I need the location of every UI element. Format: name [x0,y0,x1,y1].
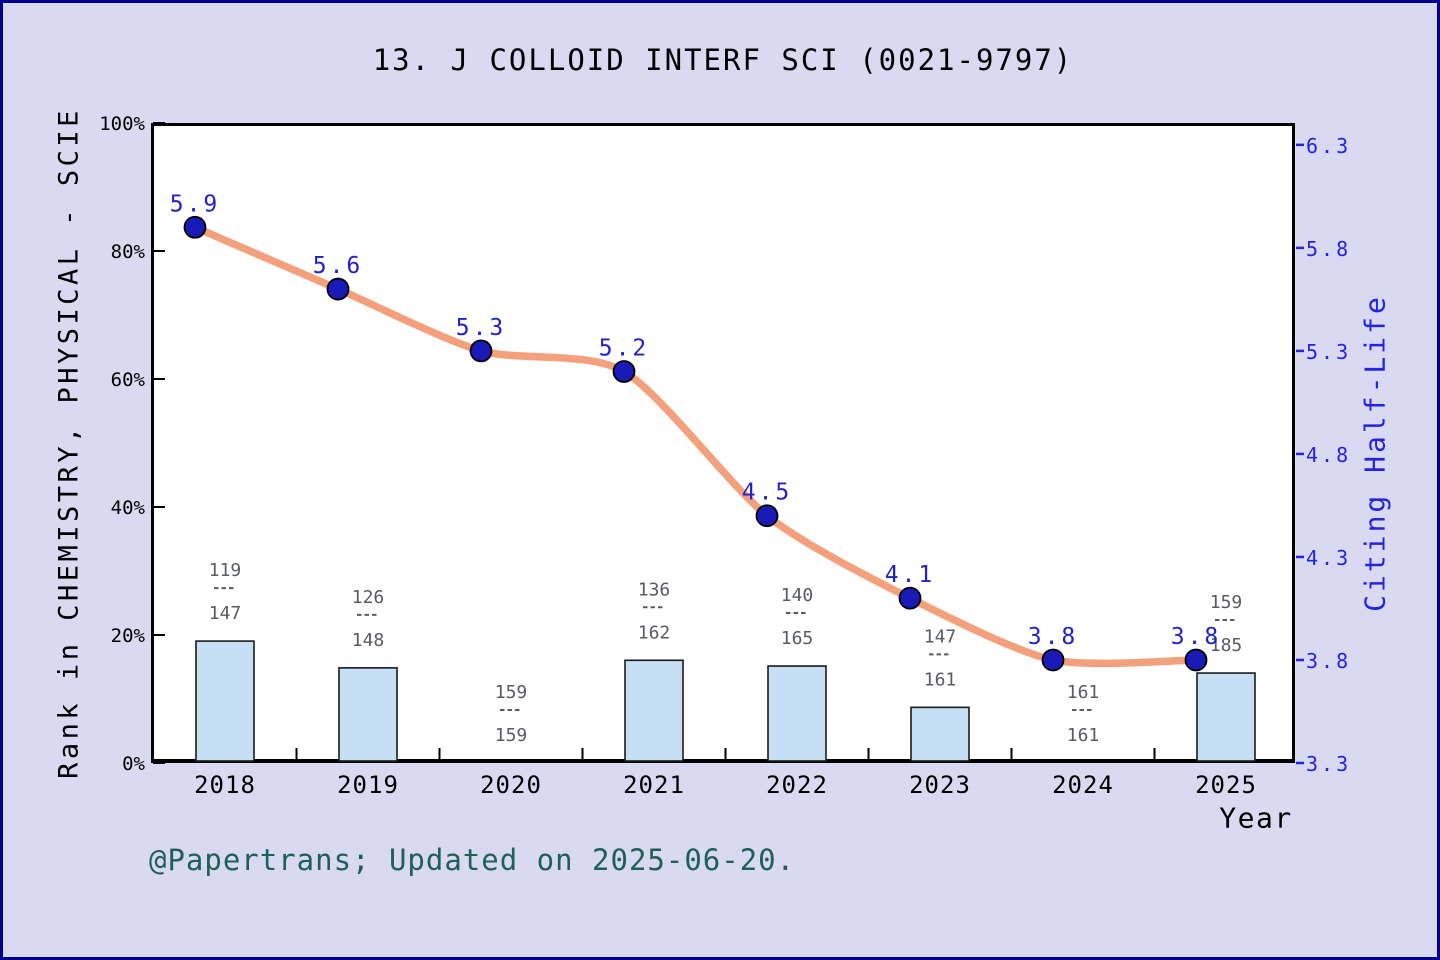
data-point-2022 [755,504,779,528]
x-tick-label: 2022 [766,771,828,799]
data-point-2025 [1184,648,1208,672]
data-point-2020 [469,339,493,363]
left-tick-label: 100% [99,113,145,135]
right-tick-label: 3.3 [1306,752,1351,776]
fraction-numerator: 140 [781,585,814,606]
x-tick-label: 2021 [623,771,685,799]
left-tick-label: 20% [111,625,146,647]
fraction-denominator: 161 [924,669,957,690]
point-value-label: 3.8 [1171,624,1222,650]
chart-title: 13. J COLLOID INTERF SCI (0021-9797) [372,43,1074,77]
fraction-numerator: 136 [638,579,671,600]
point-value-label: 5.6 [313,253,364,279]
rank-bar-2018 [195,640,255,762]
rank-bar-2022 [767,665,827,762]
fraction-numerator: 126 [352,587,385,608]
fraction-denominator: 162 [638,622,671,643]
fraction-denominator: 185 [1210,635,1243,656]
fraction-numerator: 147 [924,626,957,647]
fraction-denominator: 148 [352,630,385,651]
point-value-label: 5.9 [170,191,221,217]
rank-bar-2019 [338,667,398,762]
rank-bar-2023 [910,706,970,762]
footer-credit: @Papertrans; Updated on 2025-06-20. [149,843,796,877]
half-life-line [191,223,1200,668]
rank-bar-2021 [624,659,684,762]
data-point-2024 [1041,648,1065,672]
x-tick-label: 2019 [337,771,399,799]
right-tick-label: 4.8 [1306,443,1351,467]
right-tick-label: 3.8 [1306,649,1351,673]
fraction-denominator: 147 [209,603,242,624]
x-tick-label: 2023 [909,771,971,799]
left-tick-label: 40% [111,497,146,519]
chart-canvas: 0% 20% 40% 60% 80% 100% 3.3 3.8 4.3 4.8 5.3 5.8 6.3 2… [99,113,1351,799]
left-tick-label: 0% [122,753,145,775]
right-tick-label: 6.3 [1306,134,1351,158]
data-point-2021 [612,360,636,383]
left-tick-label: 80% [111,241,146,263]
rank-bar-2025 [1196,672,1256,762]
point-value-label: 4.5 [742,480,793,506]
x-axis-title: Year [1219,801,1293,835]
fraction-numerator: 119 [209,560,242,581]
right-tick-label: 4.3 [1306,546,1351,570]
right-tick-label: 5.8 [1306,237,1351,261]
data-point-2019 [326,277,350,301]
x-tick-label: 2025 [1195,771,1257,799]
x-tick-label: 2020 [480,771,542,799]
fraction-denominator: 159 [495,725,528,746]
plot-area [151,123,1295,763]
point-value-label: 5.3 [456,315,507,341]
left-tick-label: 60% [111,369,146,391]
fraction-numerator: 159 [495,682,528,703]
right-axis-title: Citing Half-Life [1358,294,1392,612]
fraction-numerator: 159 [1210,592,1243,613]
fraction-numerator: 161 [1067,682,1100,703]
point-value-label: 4.1 [885,562,936,588]
point-value-label: 3.8 [1028,624,1079,650]
point-value-label: 5.2 [599,335,650,361]
x-tick-label: 2018 [194,771,256,799]
x-tick-label: 2024 [1052,771,1114,799]
fraction-denominator: 161 [1067,725,1100,746]
left-axis-title: Rank in CHEMISTRY, PHYSICAL - SCIE [53,107,85,779]
right-tick-label: 5.3 [1306,340,1351,364]
data-point-2023 [898,586,922,610]
data-point-2018 [183,215,207,239]
fraction-denominator: 165 [781,628,814,649]
